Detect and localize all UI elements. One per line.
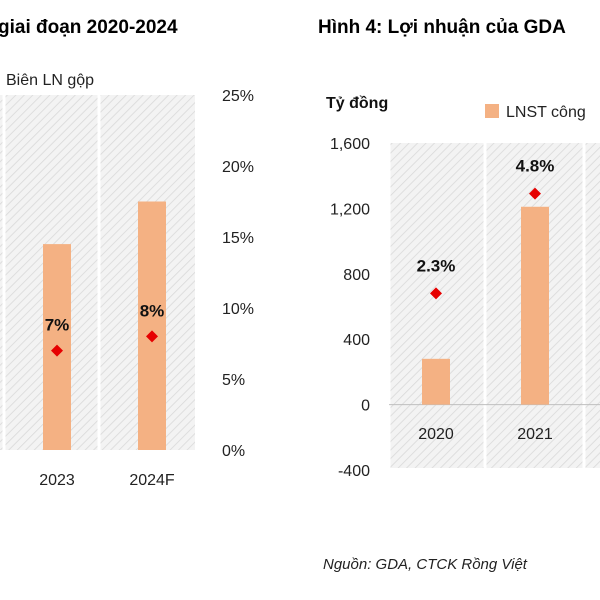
- right-x-tick-label: 2021: [517, 426, 553, 443]
- right-x-tick-label: 2020: [418, 426, 454, 443]
- right-margin-marker: [430, 287, 442, 300]
- right-y-tick-label: 1,600: [330, 136, 370, 153]
- right-margin-data-label: 4.8%: [516, 157, 555, 176]
- left-chart-title: giai đoạn 2020-2024: [0, 17, 178, 38]
- left-y2-tick-label: 0%: [222, 443, 245, 460]
- right-bar: [521, 206, 549, 405]
- left-x-tick-label: 2023: [39, 472, 75, 489]
- right-legend-swatch: [485, 104, 499, 118]
- left-margin-data-label: 7%: [45, 316, 70, 335]
- left-margin-data-label: 8%: [140, 301, 165, 320]
- source-note: Nguồn: GDA, CTCK Rồng Việt: [323, 556, 528, 573]
- right-y-tick-label: 0: [361, 398, 370, 415]
- left-legend-label: Biên LN gộp: [6, 72, 94, 89]
- right-y-tick-label: 800: [343, 267, 370, 284]
- left-y2-tick-label: 25%: [222, 88, 254, 105]
- right-y-tick-label: 1,200: [330, 201, 370, 218]
- left-bar: [138, 201, 166, 450]
- right-margin-marker: [529, 187, 541, 200]
- right-bar: [422, 358, 450, 405]
- left-y2-tick-label: 5%: [222, 372, 245, 389]
- right-legend: LNST công: [485, 104, 586, 121]
- right-chart-title: Hình 4: Lợi nhuận của GDA: [318, 17, 566, 38]
- left-margin-marker: [146, 330, 158, 343]
- right-legend-label: LNST công: [506, 104, 586, 121]
- left-legend: Biên LN gộp: [6, 72, 94, 89]
- right-y-axis-unit: Tỷ đồng: [326, 95, 388, 112]
- left-x-tick-label: 2024F: [129, 472, 175, 489]
- right-margin-data-label: 2.3%: [417, 256, 456, 275]
- right-chart: Hình 4: Lợi nhuận của GDA Tỷ đồng LNST c…: [318, 17, 600, 480]
- left-y2-tick-label: 15%: [222, 230, 254, 247]
- right-y-tick-label: 400: [343, 332, 370, 349]
- left-y2-tick-label: 20%: [222, 159, 254, 176]
- left-y2-tick-label: 10%: [222, 301, 254, 318]
- right-plot-background: [389, 143, 600, 468]
- left-margin-marker: [51, 344, 63, 357]
- left-chart: giai đoạn 2020-2024 Biên LN gộp 7% 8% 202…: [0, 17, 254, 489]
- right-y-tick-label: -400: [338, 463, 370, 480]
